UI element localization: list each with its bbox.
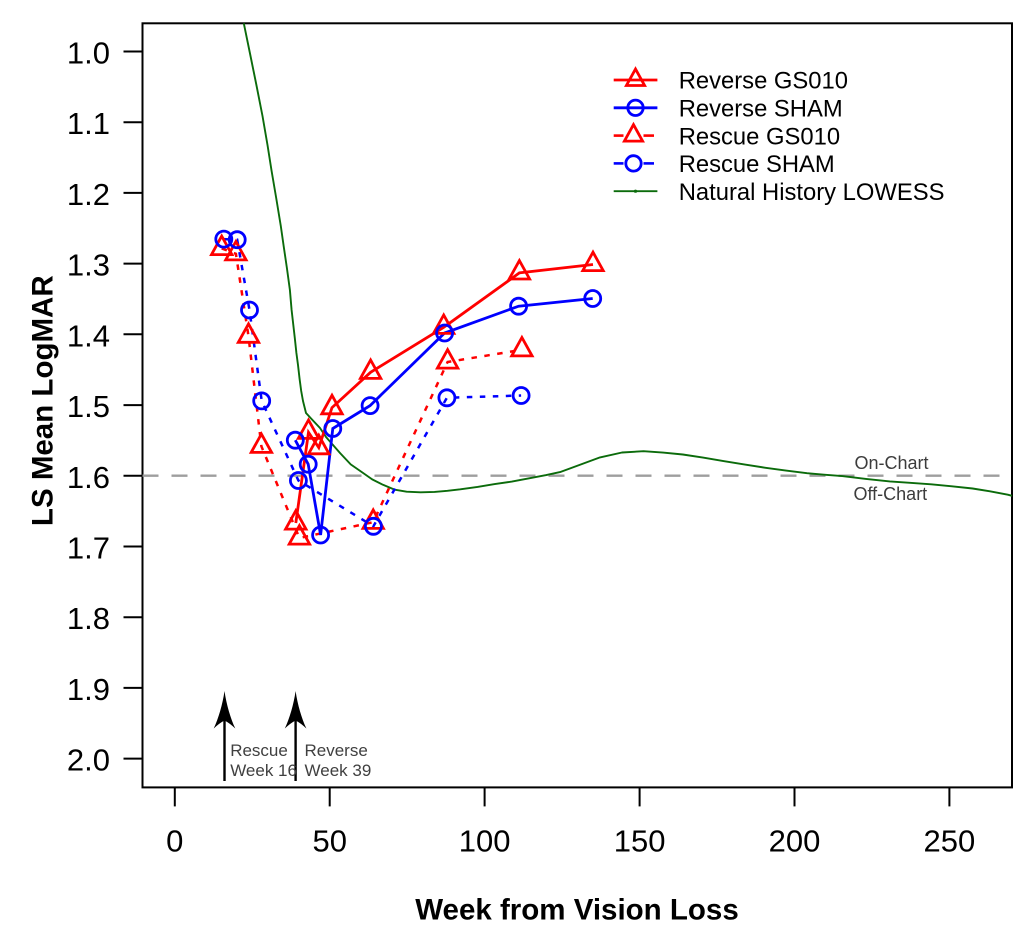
svg-text:LS Mean LogMAR: LS Mean LogMAR (27, 275, 60, 526)
svg-text:250: 250 (924, 824, 976, 859)
svg-text:On-Chart: On-Chart (855, 453, 929, 473)
svg-text:Rescue GS010: Rescue GS010 (679, 123, 840, 150)
svg-text:Rescue: Rescue (230, 741, 288, 760)
svg-text:Natural History LOWESS: Natural History LOWESS (679, 179, 945, 206)
svg-text:Week 16: Week 16 (230, 761, 297, 780)
svg-text:Off-Chart: Off-Chart (854, 484, 928, 504)
svg-text:150: 150 (614, 824, 666, 859)
svg-text:1.8: 1.8 (67, 601, 110, 636)
svg-text:1.1: 1.1 (67, 106, 110, 141)
svg-text:2.0: 2.0 (67, 743, 110, 778)
svg-text:1.3: 1.3 (67, 248, 110, 283)
svg-text:1.4: 1.4 (67, 318, 110, 353)
svg-text:1.5: 1.5 (67, 389, 110, 424)
svg-text:1.2: 1.2 (67, 177, 110, 212)
svg-text:Reverse: Reverse (305, 741, 368, 760)
svg-text:Rescue SHAM: Rescue SHAM (679, 151, 835, 178)
svg-text:1.6: 1.6 (67, 460, 110, 495)
svg-text:Week from Vision Loss: Week from Vision Loss (415, 894, 739, 927)
svg-text:Reverse SHAM: Reverse SHAM (679, 96, 843, 123)
svg-text:50: 50 (312, 824, 346, 859)
svg-text:0: 0 (166, 824, 183, 859)
svg-text:Reverse GS010: Reverse GS010 (679, 68, 848, 95)
svg-text:Week 39: Week 39 (305, 761, 372, 780)
svg-text:200: 200 (769, 824, 821, 859)
svg-text:1.9: 1.9 (67, 672, 110, 707)
svg-text:1.0: 1.0 (67, 36, 110, 71)
svg-text:1.7: 1.7 (67, 531, 110, 566)
svg-text:100: 100 (459, 824, 511, 859)
